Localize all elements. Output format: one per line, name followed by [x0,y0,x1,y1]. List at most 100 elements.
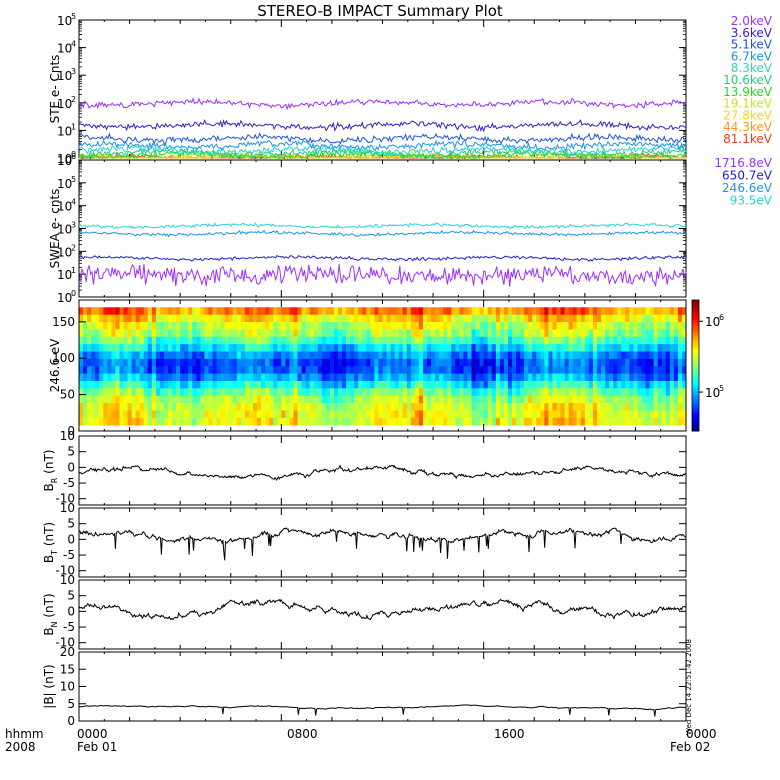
heatmap-cell [422,410,428,419]
heatmap-cell [281,314,286,323]
heatmap-cell [79,358,84,367]
colorbar-segment [692,385,699,389]
heatmap-cell [665,366,671,374]
heatmap-cell [487,388,493,397]
heatmap-cell [107,358,112,367]
heatmap-cell [499,329,505,338]
heatmap-cell [596,373,602,382]
heatmap-cell [321,307,327,316]
heatmap-cell [406,336,412,345]
heatmap-cell [362,388,367,397]
heatmap-cell [601,366,606,374]
swea-ylabel: SWEA e- cnts [48,189,62,269]
heatmap-cell [220,417,226,426]
heatmap-cell [669,366,675,374]
heatmap-cell [657,388,663,397]
heatmap-cell [633,410,638,419]
heatmap-cell [103,417,108,426]
heatmap-cell [293,358,298,367]
bt-frame [78,507,687,578]
heatmap-cell [673,380,679,389]
heatmap-cell [354,395,359,404]
heatmap-cell [386,395,391,404]
heatmap-cell [200,307,205,316]
heatmap-cell [410,410,416,419]
heatmap-cell [354,307,359,316]
heatmap-cell [645,307,650,316]
heatmap-cell [665,410,671,419]
heatmap-cell [374,329,379,338]
heatmap-cell [196,395,201,404]
heatmap-cell [633,366,638,374]
heatmap-cell [362,395,367,404]
colorbar-segment [692,375,699,380]
heatmap-cell [240,322,246,330]
heatmap-cell [475,336,481,345]
heatmap-cell [297,314,302,323]
heatmap-cell [378,417,383,426]
heatmap-cell [244,336,250,345]
heatmap-cell [346,388,351,397]
heatmap-cell [297,358,302,367]
heatmap-cell [410,351,416,360]
heatmap-cell [297,351,302,360]
heatmap-cell [455,417,460,426]
ste-legend-entry: 27.8keV [723,108,773,122]
heatmap-cell [285,358,290,367]
heatmap-cell [471,314,476,323]
heatmap-cell [119,403,124,411]
y-tick-exponent: 4 [71,198,76,207]
heatmap-cell [528,366,533,374]
heatmap-cell [471,307,476,316]
heatmap-cell [584,322,590,330]
heatmap-cell [309,314,315,323]
heatmap-cell [95,322,100,330]
heatmap-cell [588,329,594,338]
heatmap-cell [115,351,120,360]
heatmap-cell [253,351,258,360]
heatmap-cell [516,380,521,389]
heatmap-cell [220,322,226,330]
heatmap-cell [422,403,428,411]
heatmap-cell [665,373,671,382]
heatmap-cell [163,344,169,352]
heatmap-cell [99,403,104,411]
heatmap-cell [91,322,96,330]
heatmap-cell [431,410,436,419]
heatmap-cell [580,403,586,411]
heatmap-cell [285,395,290,404]
heatmap-cell [439,388,444,397]
colorbar-tick-label: 10 [705,315,720,329]
heatmap-cell [637,366,642,374]
heatmap-cell [358,403,363,411]
heatmap-cell [524,336,529,345]
heatmap-cell [374,417,379,426]
heatmap-cell [119,366,124,374]
heatmap-cell [418,358,424,367]
heatmap-cell [673,403,679,411]
heatmap-cell [329,322,335,330]
heatmap-cell [248,329,254,338]
heatmap-cell [232,322,238,330]
heatmap-cell [342,314,347,323]
heatmap-cell [99,358,104,367]
heatmap-cell [269,329,274,338]
heatmap-cell [329,329,335,338]
heatmap-cell [180,358,185,367]
heatmap-cell [240,336,246,345]
heatmap-cell [592,322,598,330]
heatmap-cell [151,351,157,360]
heatmap-cell [459,410,464,419]
heatmap-cell [95,380,100,389]
heatmap-cell [325,395,331,404]
heatmap-cell [321,388,327,397]
heatmap-cell [208,366,213,374]
heatmap-cell [402,395,408,404]
heatmap-cell [200,388,205,397]
heatmap-cell [645,417,650,426]
heatmap-cell [123,336,128,345]
colorbar-segment [692,362,699,366]
heatmap-cell [609,417,614,426]
heatmap-cell [289,322,294,330]
heatmap-cell [337,417,343,426]
